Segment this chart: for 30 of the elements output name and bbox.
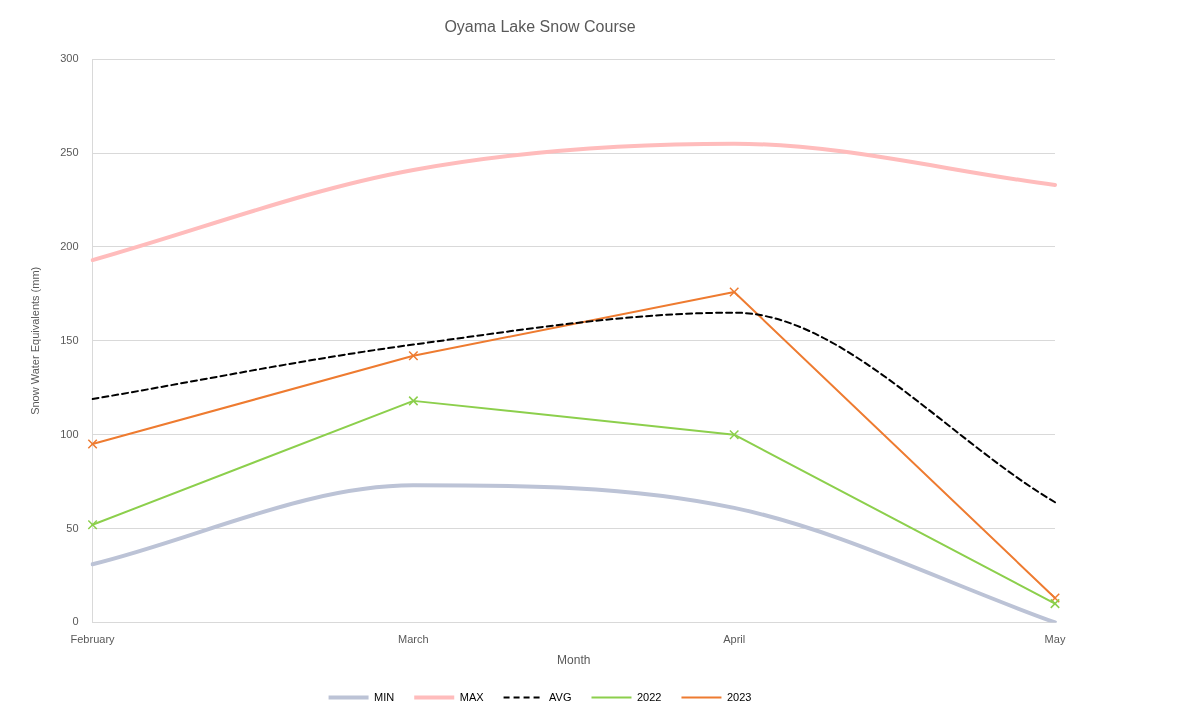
x-tick-label: March [398, 633, 429, 646]
y-tick-label: 250 [60, 146, 79, 159]
point [408, 350, 419, 361]
line-series [90, 483, 1057, 623]
y-tick-label: 100 [60, 427, 79, 440]
y-tick-label: 200 [60, 239, 79, 252]
point [87, 519, 98, 530]
x-tick-label: February [70, 633, 116, 646]
y-tick-label: 300 [60, 52, 79, 65]
x-axis-title: Month [557, 653, 591, 668]
y-axis-title: Snow Water Equivalents (mm) [28, 266, 41, 415]
point [408, 395, 419, 406]
chart-title: Oyama Lake Snow Course [444, 18, 636, 36]
y-tick-label: 150 [60, 333, 79, 346]
y-tick-label: 50 [66, 521, 79, 534]
legend-label: 2023 [726, 690, 752, 703]
x-tick-label: April [723, 633, 746, 646]
legend-label: MAX [459, 690, 485, 703]
legend-label: 2022 [636, 690, 662, 703]
legend-label: MIN [374, 690, 395, 703]
legend-label: AVG [549, 690, 572, 703]
line-series [91, 311, 1056, 504]
point [729, 287, 740, 297]
point [729, 429, 740, 440]
point [1050, 598, 1060, 609]
point [1050, 593, 1060, 603]
point [87, 439, 98, 450]
y-tick-label: 0 [72, 615, 79, 628]
line-series [90, 141, 1057, 263]
x-tick-label: May [1044, 633, 1066, 646]
